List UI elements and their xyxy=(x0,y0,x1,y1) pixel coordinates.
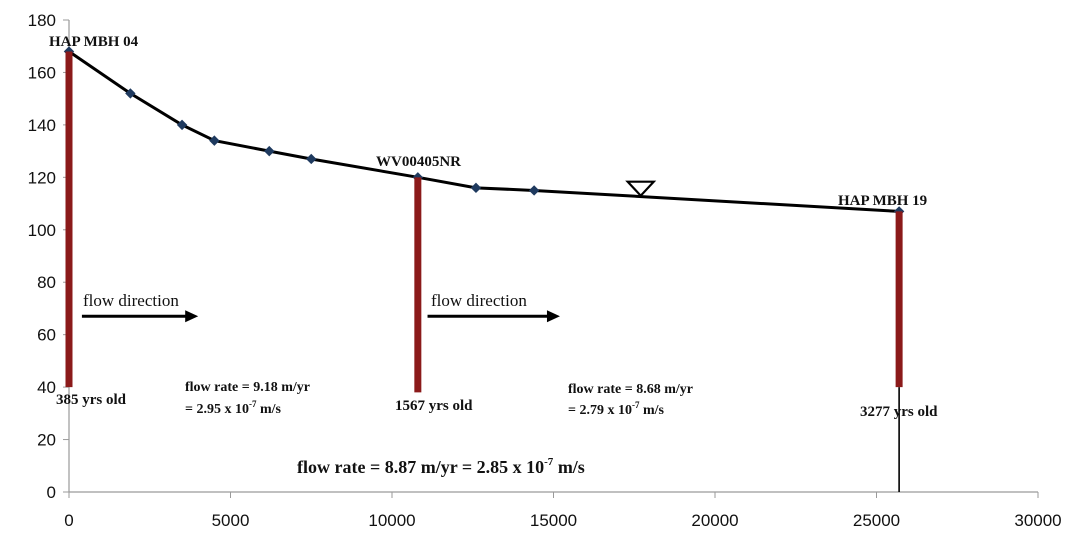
flow-rate-1-prefix: = 2.95 x 10 xyxy=(185,402,249,417)
flow-rate-1-exp: -7 xyxy=(249,399,257,409)
x-tick-label: 25000 xyxy=(853,511,900,530)
overall-flow-rate-prefix: flow rate = 8.87 m/yr = 2.85 x 10 xyxy=(297,457,544,477)
y-tick-label: 0 xyxy=(47,483,56,502)
flow-arrow-head-0 xyxy=(185,310,199,323)
flow-direction-label-2: flow direction xyxy=(431,291,527,310)
x-tick-label: 30000 xyxy=(1014,511,1061,530)
x-tick-label: 0 xyxy=(64,511,73,530)
age-label-hap-mbh-04: 385 yrs old xyxy=(56,392,127,408)
flow-rate-2-suffix: m/s xyxy=(639,403,664,418)
data-point xyxy=(470,182,482,194)
x-tick-label: 20000 xyxy=(691,511,738,530)
overall-flow-rate-exp: -7 xyxy=(544,456,554,468)
y-tick-label: 140 xyxy=(28,116,56,135)
profile-series xyxy=(63,46,905,323)
y-tick-label: 180 xyxy=(28,11,56,30)
y-tick-label: 20 xyxy=(37,431,56,450)
flow-rate-1-line2: = 2.95 x 10-7 m/s xyxy=(185,399,282,417)
annotations: HAP MBH 04 WV00405NR HAP MBH 19 385 yrs … xyxy=(49,34,938,477)
flow-rate-1-suffix: m/s xyxy=(256,402,281,417)
flow-arrow-head-1 xyxy=(546,310,560,323)
data-point xyxy=(125,88,136,99)
y-tick-label: 160 xyxy=(28,63,56,82)
flow-rate-2-line1: flow rate = 8.68 m/yr xyxy=(568,382,693,397)
water-table-line xyxy=(68,50,900,213)
flow-rate-1-line1: flow rate = 9.18 m/yr xyxy=(185,380,310,395)
y-tick-label: 80 xyxy=(37,273,56,292)
well-label-wv00405nr: WV00405NR xyxy=(376,154,461,170)
overall-flow-rate-suffix: m/s xyxy=(553,457,585,477)
well-label-hap-mbh-04: HAP MBH 04 xyxy=(49,34,139,50)
data-point xyxy=(528,185,540,196)
x-tick-label: 10000 xyxy=(368,511,415,530)
data-point xyxy=(176,119,188,131)
data-point xyxy=(264,145,275,157)
flow-direction-label-1: flow direction xyxy=(83,291,179,310)
water-table-marker xyxy=(625,180,657,198)
y-tick-label: 60 xyxy=(37,326,56,345)
well-label-hap-mbh-19: HAP MBH 19 xyxy=(838,193,927,209)
x-tick-label: 5000 xyxy=(212,511,250,530)
age-label-wv00405nr: 1567 yrs old xyxy=(395,398,473,414)
x-tick-label: 15000 xyxy=(530,511,577,530)
y-tick-label: 40 xyxy=(37,378,56,397)
y-tick-label: 100 xyxy=(28,221,56,240)
axes: 0 20 40 60 80 100 120 140 160 180 0 5000 10000 15000 2… xyxy=(28,11,1062,530)
flow-rate-2-line2: = 2.79 x 10-7 m/s xyxy=(568,400,665,418)
flow-rate-2-prefix: = 2.79 x 10 xyxy=(568,403,632,418)
age-label-hap-mbh-19: 3277 yrs old xyxy=(860,404,938,420)
overall-flow-rate: flow rate = 8.87 m/yr = 2.85 x 10-7 m/s xyxy=(297,456,585,477)
data-point xyxy=(306,153,317,165)
wells xyxy=(65,51,903,492)
data-point xyxy=(209,135,220,146)
flow-rate-2-exp: -7 xyxy=(632,400,640,410)
y-tick-label: 120 xyxy=(28,168,56,187)
